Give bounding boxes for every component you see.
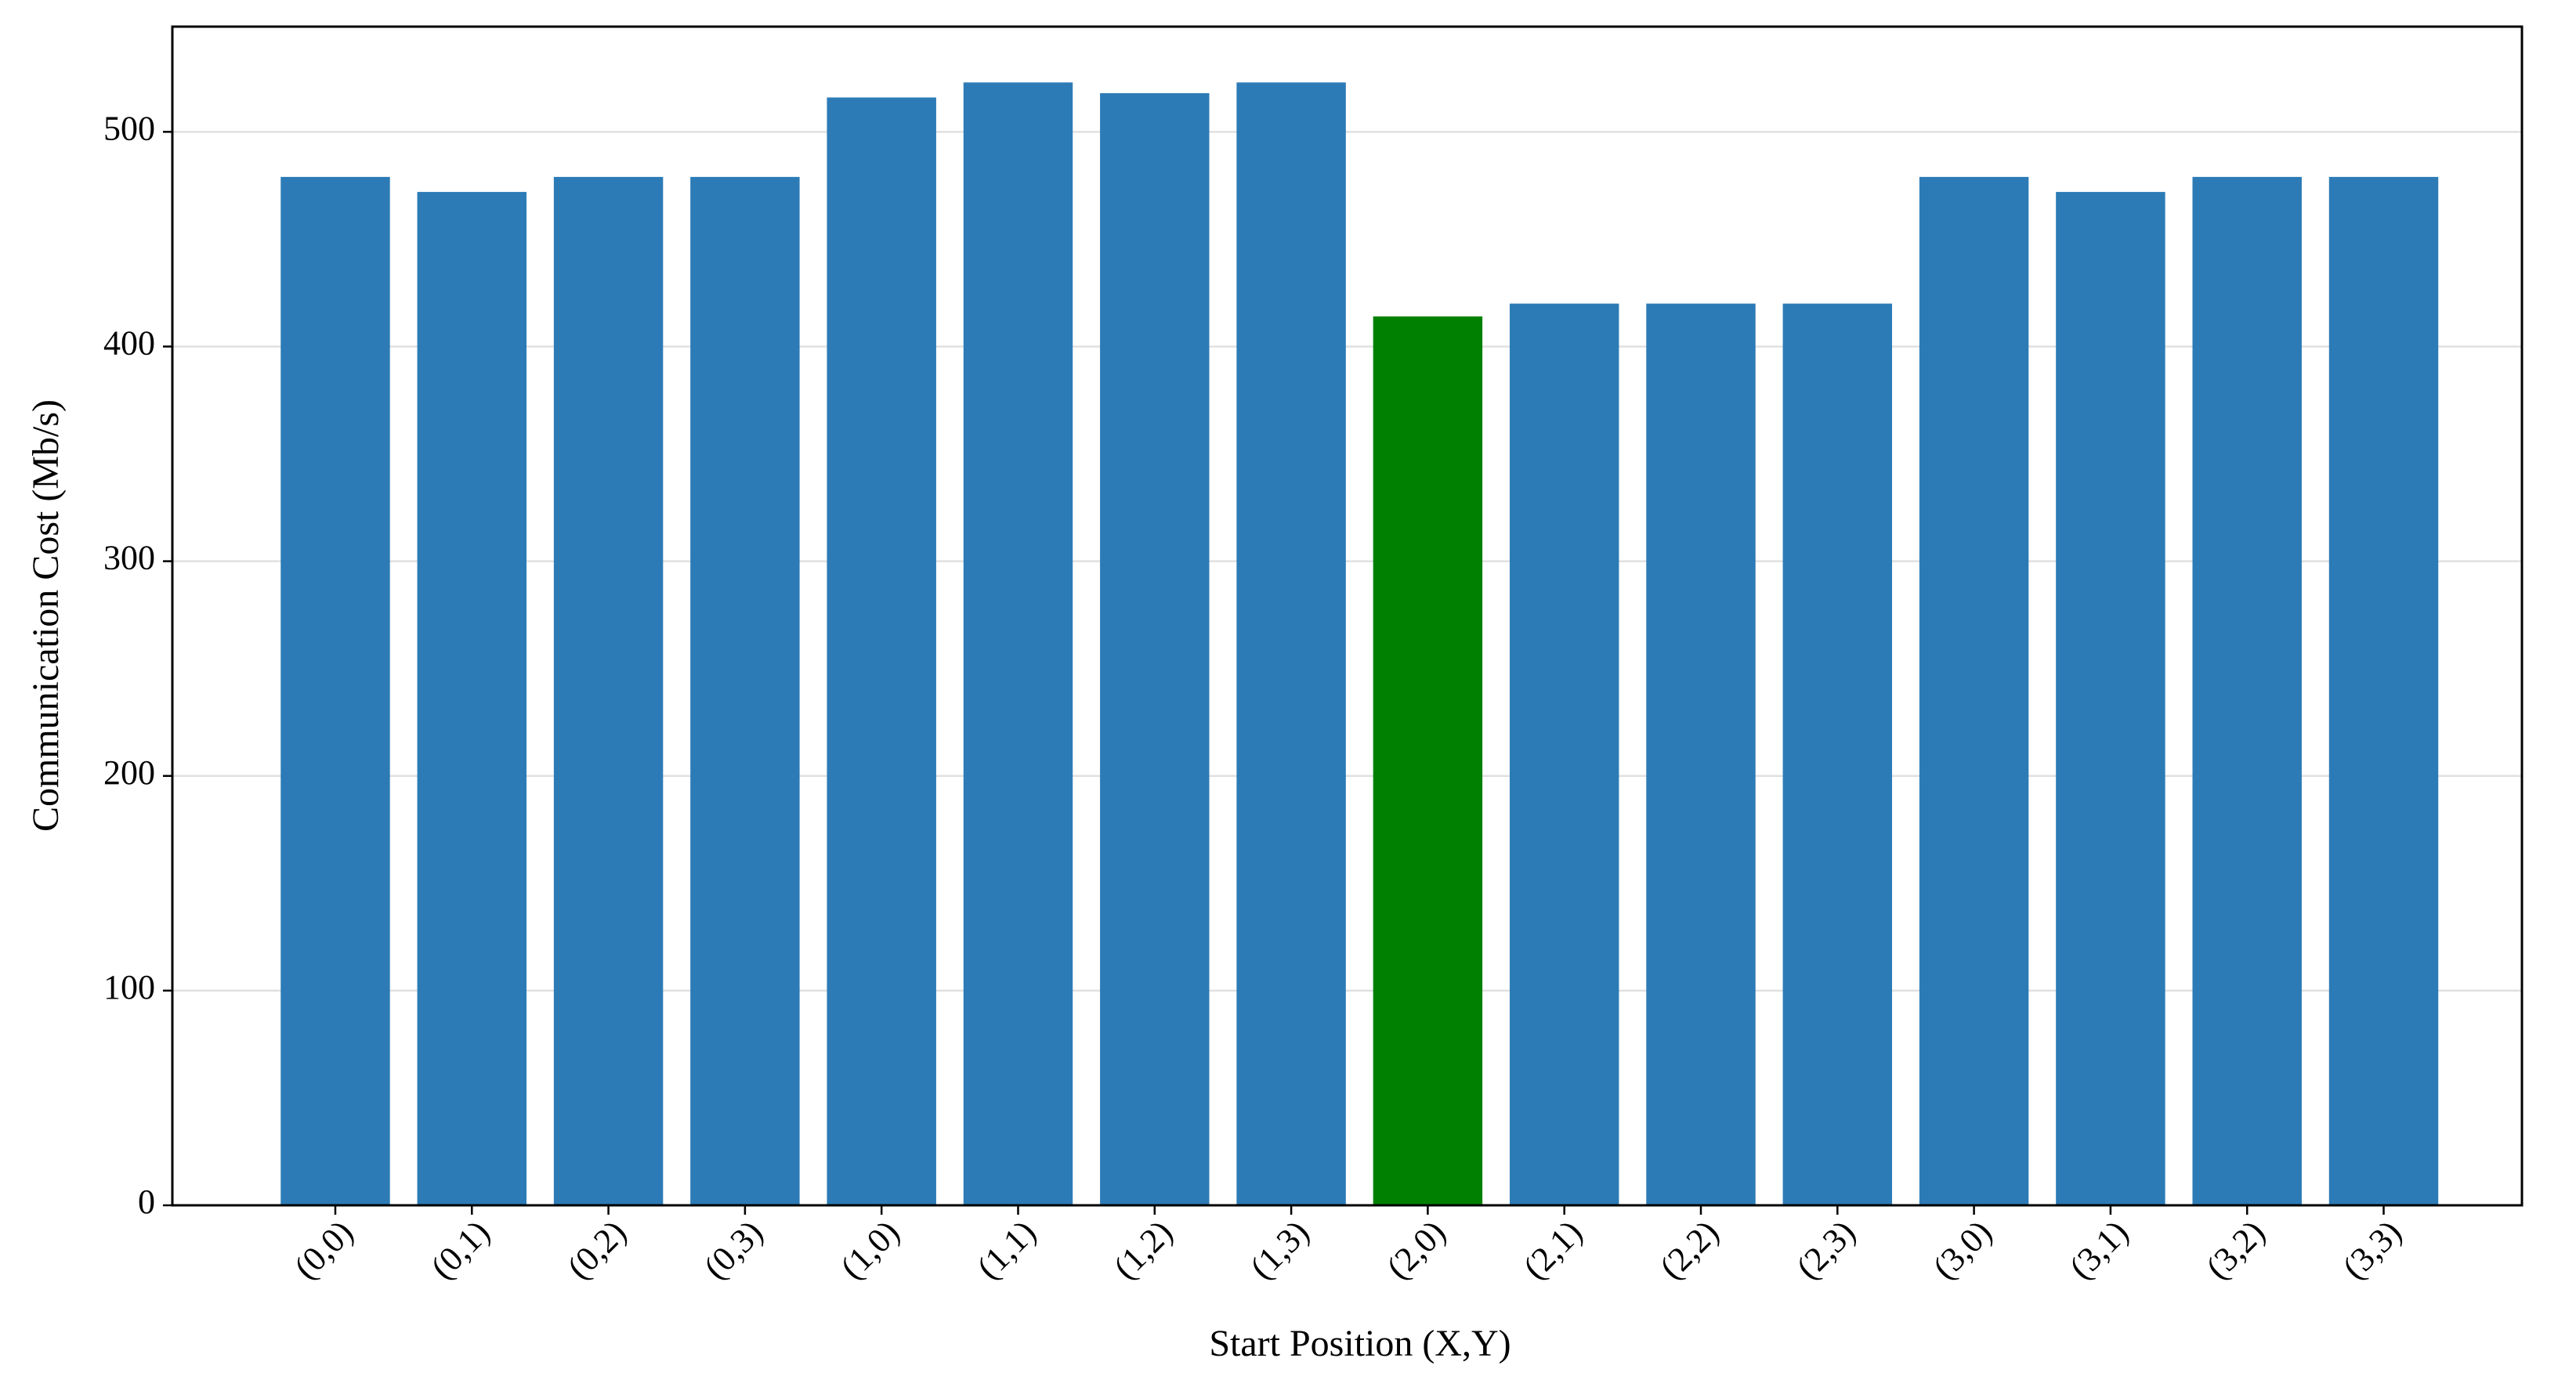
x-tick-label: (1,3) <box>1243 1213 1316 1287</box>
x-tick-label: (3,1) <box>2062 1213 2136 1287</box>
x-tick-label: (2,2) <box>1652 1213 1726 1287</box>
x-tick-label: (0,1) <box>423 1213 497 1287</box>
x-tick-label: (2,1) <box>1516 1213 1590 1287</box>
x-axis-label: Start Position (X,Y) <box>1209 1323 1511 1364</box>
x-tick-label: (2,3) <box>1789 1213 1862 1287</box>
bar <box>1782 303 1893 1205</box>
bar <box>280 176 390 1206</box>
x-tick-label: (0,0) <box>287 1213 360 1287</box>
x-tick-label: (3,2) <box>2198 1213 2272 1287</box>
bar <box>2192 176 2302 1206</box>
x-tick-label: (0,2) <box>560 1213 634 1287</box>
x-tick-label: (1,0) <box>833 1213 906 1287</box>
x-tick-label: (3,0) <box>1926 1213 1999 1287</box>
y-tick-label: 200 <box>103 753 155 792</box>
bar <box>2056 192 2165 1206</box>
x-tick-label: (1,2) <box>1106 1213 1180 1287</box>
bar <box>417 192 527 1206</box>
bar <box>1100 92 1210 1205</box>
bar <box>1919 176 2029 1206</box>
bar <box>1373 316 1483 1205</box>
y-axis-label: Communication Cost (Mb/s) <box>25 399 67 832</box>
bar <box>963 82 1073 1206</box>
bar <box>827 97 936 1205</box>
bar <box>1509 303 1619 1205</box>
y-tick-label: 100 <box>103 968 155 1006</box>
x-tick-label: (1,1) <box>969 1213 1043 1287</box>
x-tick-label: (0,3) <box>696 1213 770 1287</box>
bar <box>1236 82 1346 1206</box>
y-tick-label: 400 <box>103 324 155 363</box>
bar <box>553 176 664 1206</box>
y-tick-label: 0 <box>138 1183 155 1221</box>
x-tick-label: (2,0) <box>1379 1213 1453 1287</box>
y-tick-label: 500 <box>103 109 155 147</box>
bar <box>1646 303 1756 1205</box>
y-tick-label: 300 <box>103 539 155 577</box>
bar <box>2328 176 2439 1206</box>
bar <box>690 176 800 1206</box>
plot-frame <box>171 25 2524 1207</box>
bar-layer <box>280 82 2439 1206</box>
x-tick-label: (3,3) <box>2335 1213 2408 1287</box>
